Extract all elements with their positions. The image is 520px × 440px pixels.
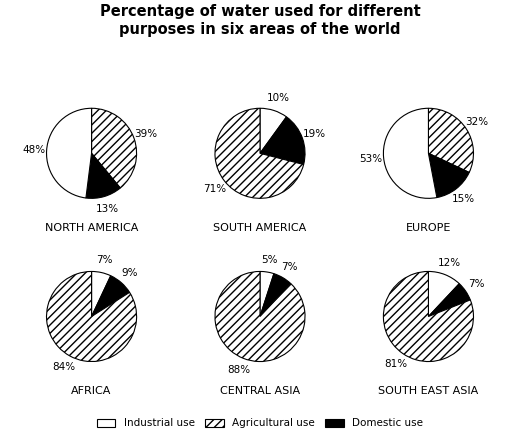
Text: 15%: 15% <box>452 194 475 204</box>
Wedge shape <box>46 108 92 198</box>
Text: 10%: 10% <box>266 93 289 103</box>
Text: 71%: 71% <box>203 183 226 194</box>
Text: 13%: 13% <box>96 204 119 214</box>
Text: 32%: 32% <box>465 117 489 128</box>
Wedge shape <box>92 271 111 316</box>
Wedge shape <box>92 108 137 188</box>
Wedge shape <box>46 271 137 362</box>
Text: 7%: 7% <box>281 262 297 272</box>
Text: 7%: 7% <box>96 255 112 265</box>
Text: SOUTH AMERICA: SOUTH AMERICA <box>213 223 307 233</box>
Wedge shape <box>428 108 474 172</box>
Text: 9%: 9% <box>122 268 138 278</box>
Text: 48%: 48% <box>22 145 46 155</box>
Text: Percentage of water used for different
purposes in six areas of the world: Percentage of water used for different p… <box>100 4 420 37</box>
Wedge shape <box>428 284 470 316</box>
Wedge shape <box>428 153 469 198</box>
Wedge shape <box>215 108 304 198</box>
Text: SOUTH EAST ASIA: SOUTH EAST ASIA <box>379 386 478 396</box>
Text: 81%: 81% <box>384 359 408 369</box>
Wedge shape <box>428 271 459 316</box>
Text: 7%: 7% <box>468 279 484 289</box>
Text: NORTH AMERICA: NORTH AMERICA <box>45 223 138 233</box>
Text: 88%: 88% <box>227 365 250 375</box>
Wedge shape <box>260 108 287 153</box>
Wedge shape <box>215 271 305 362</box>
Wedge shape <box>383 271 474 362</box>
Wedge shape <box>260 274 291 316</box>
Text: 5%: 5% <box>261 255 277 264</box>
Wedge shape <box>260 117 305 165</box>
Text: 12%: 12% <box>438 258 461 268</box>
Text: 39%: 39% <box>134 129 158 139</box>
Text: 84%: 84% <box>52 362 75 372</box>
Wedge shape <box>383 108 437 198</box>
Text: AFRICA: AFRICA <box>71 386 112 396</box>
Wedge shape <box>86 153 120 198</box>
Text: 19%: 19% <box>303 129 326 139</box>
Legend: Industrial use, Agricultural use, Domestic use: Industrial use, Agricultural use, Domest… <box>93 414 427 433</box>
Text: EUROPE: EUROPE <box>406 223 451 233</box>
Wedge shape <box>260 271 274 316</box>
Text: 53%: 53% <box>359 154 383 164</box>
Text: CENTRAL ASIA: CENTRAL ASIA <box>220 386 300 396</box>
Wedge shape <box>92 276 129 316</box>
